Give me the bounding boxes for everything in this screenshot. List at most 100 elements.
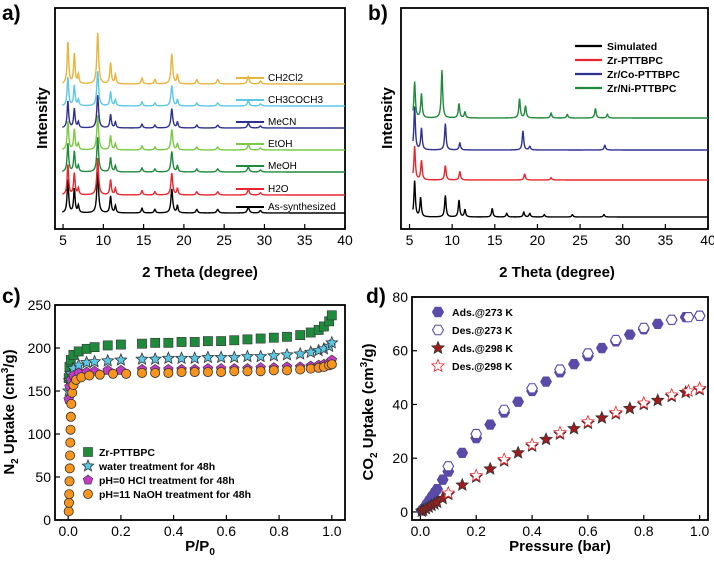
label-ch2cl2: CH2Cl2: [268, 73, 303, 84]
point-ph-11-naoh-treatment-for-48h: [64, 476, 75, 487]
point-zr-pttbpc: [319, 321, 329, 332]
point-ph-11-naoh-treatment-for-48h: [216, 367, 227, 378]
label-ch3coch3: CH3COCH3: [268, 95, 323, 106]
point-ads-273-k: [484, 419, 497, 430]
point-zr-pttbpc: [229, 335, 240, 346]
point-ph-11-naoh-treatment-for-48h: [268, 365, 279, 376]
point-ads-273-k: [595, 342, 608, 354]
legend-label-ads-273-k: Ads.@273 K: [452, 307, 513, 319]
point-ads-273-k: [568, 359, 580, 370]
point-ph-11-naoh-treatment-for-48h: [64, 489, 75, 500]
label-h2o: H2O: [268, 184, 289, 195]
point-ph-11-naoh-treatment-for-48h: [163, 367, 174, 378]
series-trace-etoh: [62, 115, 345, 151]
series-trace-ch3coch3: [62, 71, 345, 107]
panel-a: a) As-synthesized H2O MeOH EtOH MeCN CH3COCH3…: [2, 2, 353, 281]
point-zr-pttbpc: [137, 338, 147, 349]
legend-b: Simulated Zr-PTTBPC Zr/Co-PTTBPC Zr/Ni-PTTB…: [575, 41, 680, 95]
legend-marker-ads-273-k: [431, 306, 445, 318]
x-tick-label: 5: [406, 232, 414, 248]
y-axis-label-a: Intensity: [34, 87, 51, 149]
point-ads-298-k: [539, 432, 554, 446]
legend-label-water-treatment-for-48h: water treatment for 48h: [98, 461, 215, 473]
x-tick-label: 0.2: [111, 523, 131, 539]
legend-label-des-298-k: Des.@298 K: [452, 361, 513, 373]
x-tick-label: 0.0: [411, 523, 431, 539]
axis-ticks-c: 0.0 0.2 0.4 0.6 0.8 1.0 0 50 100 150 200 250: [28, 297, 342, 539]
panel-c: c) 0.0 0.2 0.4 0.6 0.8 1.0 0 50 100 150 200 250 Zr-…: [0, 285, 346, 558]
point-des-298-k: [636, 395, 651, 410]
point-water-treatment-for-48h: [267, 348, 281, 362]
point-des-298-k: [580, 414, 595, 428]
point-ads-273-k: [540, 376, 552, 387]
point-water-treatment-for-48h: [325, 335, 339, 349]
point-water-treatment-for-48h: [174, 351, 189, 365]
panel-letter-d: d): [366, 285, 386, 308]
panel-b: b) Simulated Zr-PTTBPC Zr/Co-PTTBPC Zr/Ni-P…: [368, 2, 714, 281]
x-tick-label: 25: [216, 232, 232, 248]
x-tick-label: 40: [700, 232, 714, 248]
point-ph-11-naoh-treatment-for-48h: [326, 359, 337, 370]
x-tick-label: 25: [572, 232, 588, 248]
point-des-273-k: [693, 310, 706, 321]
y-tick-label: 40: [392, 396, 408, 412]
y-tick-label: 60: [392, 343, 408, 359]
legend-label-ads-298-k: Ads.@298 K: [452, 343, 513, 355]
point-ph-11-naoh-treatment-for-48h: [63, 497, 74, 508]
point-des-298-k: [497, 452, 512, 466]
point-water-treatment-for-48h: [87, 354, 102, 368]
y-tick-label: 0: [43, 512, 51, 528]
point-des-273-k: [554, 364, 566, 375]
panel-letter-a: a): [2, 2, 21, 25]
point-ads-273-k: [456, 447, 469, 458]
point-water-treatment-for-48h: [114, 352, 128, 366]
point-des-273-k: [665, 314, 678, 325]
x-tick-label: 0.4: [522, 523, 542, 539]
point-water-treatment-for-48h: [161, 351, 176, 365]
point-ads-298-k: [622, 401, 637, 415]
point-water-treatment-for-48h: [187, 351, 202, 365]
x-tick-label: 10: [96, 232, 112, 248]
legend-marker-ph-0-hcl-treatment-for-48h: [82, 474, 94, 485]
point-ph-11-naoh-treatment-for-48h: [242, 366, 253, 377]
point-des-298-k: [553, 425, 567, 439]
point-zr-pttbpc: [116, 339, 126, 350]
point-zr-pttbpc: [176, 337, 187, 347]
point-ph-11-naoh-treatment-for-48h: [136, 367, 147, 378]
point-des-273-k: [470, 428, 483, 440]
y-tick-label: 0: [400, 504, 408, 520]
plot-frame-c: [54, 304, 346, 521]
point-des-298-k: [441, 485, 456, 500]
x-tick-label: 1.0: [690, 523, 710, 539]
point-ph-11-naoh-treatment-for-48h: [65, 411, 76, 422]
point-des-273-k: [682, 312, 695, 323]
point-zr-pttbpc: [255, 333, 266, 344]
point-zr-pttbpc: [189, 337, 200, 347]
x-tick-label: 10: [444, 232, 460, 248]
x-tick-label: 30: [257, 232, 273, 248]
point-ads-298-k: [483, 461, 498, 475]
series-trace-as-synthesized: [62, 171, 345, 214]
point-ads-273-k: [623, 329, 636, 340]
label-meoh: MeOH: [268, 161, 297, 172]
series-trace-h2o: [62, 158, 345, 196]
series-trace-mecn: [62, 95, 345, 129]
series-trace-simulated: [412, 180, 708, 218]
y-tick-label: 80: [392, 289, 408, 305]
point-ads-298-k: [455, 477, 470, 492]
point-ph-11-naoh-treatment-for-48h: [121, 368, 132, 379]
point-zr-pttbpc: [89, 342, 100, 353]
point-ads-298-k: [511, 445, 526, 459]
point-water-treatment-for-48h: [227, 350, 242, 364]
point-water-treatment-for-48h: [135, 352, 149, 365]
y-axis-label-d: CO2 Uptake (cm3/g): [359, 344, 380, 481]
legend-label-ph-0-hcl-treatment-for-48h: pH=0 HCl treatment for 48h: [99, 475, 235, 487]
legend-label-des-273-k: Des.@273 K: [452, 325, 513, 337]
point-water-treatment-for-48h: [253, 349, 268, 363]
point-ads-298-k: [566, 421, 581, 435]
point-ph-11-naoh-treatment-for-48h: [202, 367, 213, 378]
xrd-traces-b: [412, 69, 708, 218]
point-ph-11-naoh-treatment-for-48h: [84, 370, 95, 381]
panel-d: d) 0.0 0.2 0.4 0.6 0.8 1.0 0 20 40 60 80 Ads.@273 …: [359, 285, 710, 555]
y-tick-label: 150: [28, 383, 52, 399]
